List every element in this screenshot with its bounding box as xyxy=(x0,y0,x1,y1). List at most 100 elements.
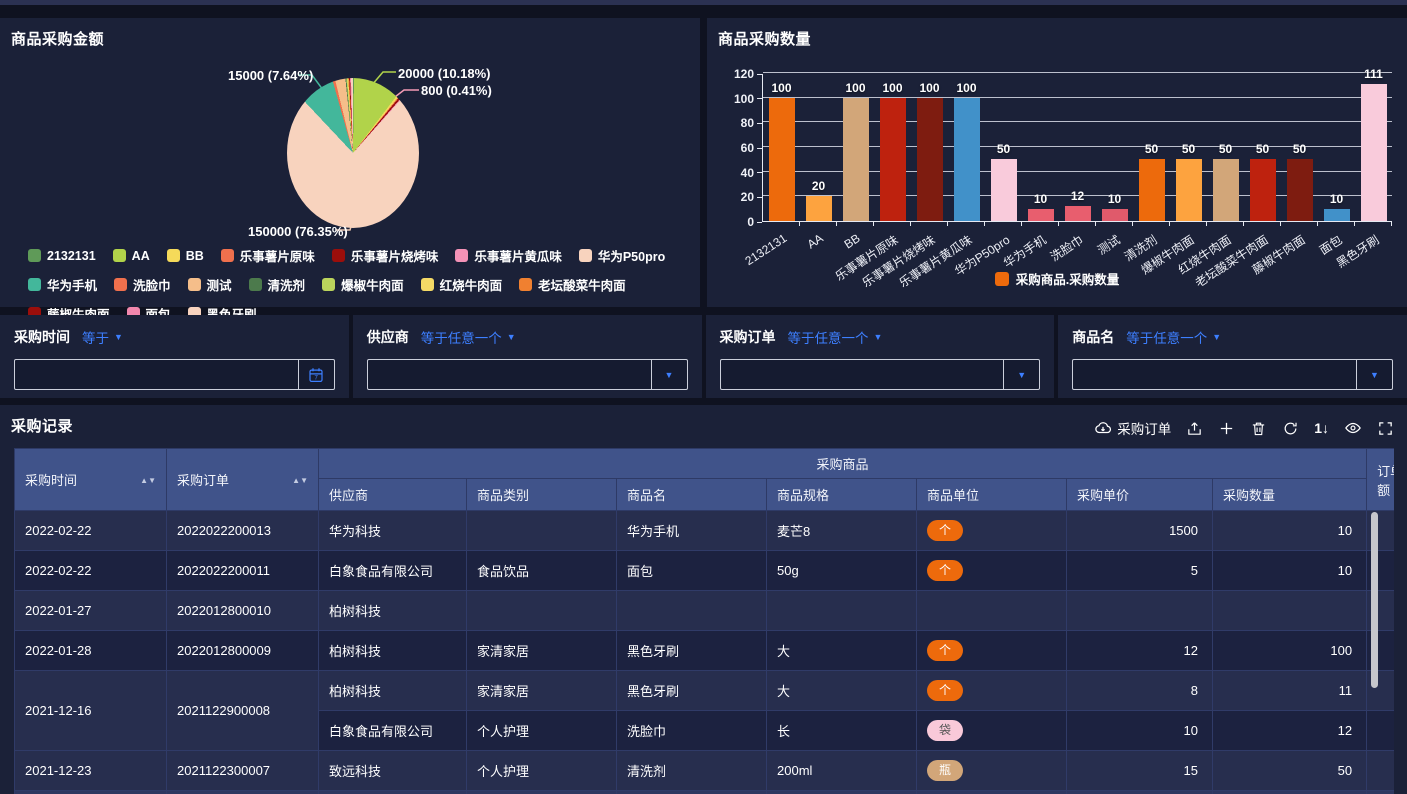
pie-legend-item[interactable]: AA xyxy=(112,246,150,265)
x-axis-label: AA xyxy=(805,231,827,252)
pie-legend-item[interactable]: 华为P50pro xyxy=(578,246,665,265)
table-row[interactable]: 2021-12-23 2021122300007 致远科技 个人护理 清洗剂 200ml 瓶… xyxy=(14,750,1394,791)
sub-column-header[interactable]: 商品单位 xyxy=(916,478,1067,511)
pie-legend-item[interactable]: 爆椒牛肉面 xyxy=(322,275,404,294)
pie-legend-item[interactable]: 洗脸巾 xyxy=(114,275,171,294)
sort-arrows-icon[interactable]: ▲▼ xyxy=(140,476,156,485)
refresh-button[interactable] xyxy=(1282,420,1299,437)
bar[interactable] xyxy=(1323,209,1350,221)
bar[interactable] xyxy=(1175,159,1202,221)
add-button[interactable] xyxy=(1218,420,1235,437)
bar[interactable] xyxy=(1286,159,1313,221)
filter-input-box: ▼ xyxy=(1072,359,1393,390)
sort-arrows-icon[interactable]: ▲▼ xyxy=(292,476,308,485)
pie-legend-item[interactable]: 乐事薯片原味 xyxy=(220,246,315,265)
pie-legend-item[interactable]: 老坛酸菜牛肉面 xyxy=(519,275,626,294)
bar-chart-panel: 商品采购数量 0 20 40 60 80 100 120 100 2132131 20 AA 100… xyxy=(707,18,1407,307)
delete-button[interactable] xyxy=(1250,420,1267,437)
cell-quantity: 12 xyxy=(1211,710,1368,751)
view-icon xyxy=(1344,419,1362,437)
pie-legend-label: 洗脸巾 xyxy=(133,279,171,293)
bar[interactable] xyxy=(1138,159,1165,221)
column-header-order[interactable]: 采购订单 ▲▼ xyxy=(166,448,319,511)
filter-operator-dropdown[interactable]: 等于任意一个 ▼ xyxy=(788,327,883,347)
bar[interactable] xyxy=(1064,206,1091,221)
bar-slot: 100 乐事薯片黄瓜味 xyxy=(897,74,985,290)
select-dropdown-button[interactable]: ▼ xyxy=(650,360,687,389)
pie-legend-item[interactable]: 乐事薯片黄瓜味 xyxy=(455,246,562,265)
table-row[interactable]: 2022-01-28 2022012800009 柏树科技 家清家居 黑色牙刷大个 12 1… xyxy=(14,630,1394,671)
pie-legend-item[interactable]: 2132131 xyxy=(28,246,96,265)
cell-purchase-time: 2021-12-23 xyxy=(14,750,167,791)
sub-column-header[interactable]: 商品规格 xyxy=(766,478,917,511)
filter-label: 供应商 xyxy=(366,329,409,345)
cell-category: 食品饮品 xyxy=(466,550,617,591)
table-toolbar: 采购订单 1↓ xyxy=(1094,418,1394,438)
table-row[interactable]: 2022-02-22 2022022200013 华为科技 华为手机 麦芒8 个 1500 1… xyxy=(14,510,1394,551)
bar[interactable] xyxy=(768,98,795,221)
bar[interactable] xyxy=(916,98,943,221)
add-icon xyxy=(1218,420,1235,437)
sort-button[interactable]: 1↓ xyxy=(1314,420,1329,436)
pie-legend-swatch xyxy=(455,249,469,262)
bar[interactable] xyxy=(1101,209,1128,221)
pie-legend-swatch xyxy=(112,249,126,262)
filter-operator-dropdown[interactable]: 等于任意一个 ▼ xyxy=(1126,327,1221,347)
sub-column-header[interactable]: 采购数量 xyxy=(1211,478,1368,511)
pie-legend-label: 测试 xyxy=(206,279,232,293)
bar[interactable] xyxy=(990,159,1017,221)
export-button[interactable] xyxy=(1186,420,1203,437)
refresh-icon xyxy=(1282,420,1299,437)
select-filter-input[interactable] xyxy=(367,360,651,389)
fullscreen-button[interactable] xyxy=(1377,420,1394,437)
bar[interactable] xyxy=(1360,84,1387,221)
filter-operator-dropdown[interactable]: 等于 ▼ xyxy=(82,327,123,347)
table-cell xyxy=(1066,790,1213,794)
cell-supplier: 柏树科技 xyxy=(318,590,467,631)
bar[interactable] xyxy=(879,98,906,221)
pie-chart[interactable] xyxy=(287,78,419,228)
table-row[interactable]: 2022-02-22 2022022200011 白象食品有限公司 食品饮品 面包 50g… xyxy=(14,550,1394,591)
pie-legend-item[interactable]: BB xyxy=(166,246,204,265)
table-row[interactable]: 2022-01-27 2022012800010 柏树科技 xyxy=(14,590,1394,631)
select-filter-input[interactable] xyxy=(1073,360,1356,389)
sub-column-header[interactable]: 商品名 xyxy=(616,478,767,511)
column-header-order-amount[interactable]: 订单金额 xyxy=(1366,448,1394,511)
cell-unit: 个 xyxy=(916,630,1067,671)
table-row[interactable]: 2021-12-16 2021122900008 柏树科技 家清家居 黑色牙刷大个 8 11 xyxy=(14,670,1394,751)
bar-legend-item[interactable]: 采购商品.采购数量 xyxy=(707,269,1407,288)
select-filter-input[interactable] xyxy=(720,360,1004,389)
cell-supplier: 华为科技 xyxy=(318,510,467,551)
calendar-icon[interactable]: 7 xyxy=(297,360,334,389)
bar[interactable] xyxy=(1212,159,1239,221)
bar[interactable] xyxy=(842,98,869,221)
bar[interactable] xyxy=(953,98,980,221)
bar[interactable] xyxy=(1027,209,1054,221)
date-filter-input[interactable] xyxy=(15,360,298,389)
sub-column-header[interactable]: 商品类别 xyxy=(466,478,617,511)
vertical-scrollbar-thumb[interactable] xyxy=(1371,512,1378,688)
view-button[interactable] xyxy=(1344,419,1362,437)
bar[interactable] xyxy=(1249,159,1276,221)
table-cell xyxy=(616,790,767,794)
purchase-order-button[interactable]: 采购订单 xyxy=(1094,418,1171,438)
pie-legend-item[interactable]: 华为手机 xyxy=(28,275,97,294)
sub-column-header[interactable]: 供应商 xyxy=(318,478,467,511)
pie-legend-item[interactable]: 乐事薯片烧烤味 xyxy=(331,246,438,265)
cell-order-amount xyxy=(1366,750,1394,791)
pie-legend-item[interactable]: 红烧牛肉面 xyxy=(420,275,502,294)
bar-legend-swatch xyxy=(994,271,1009,286)
table-title: 采购记录 xyxy=(11,418,74,435)
pie-legend-label: 乐事薯片原味 xyxy=(239,250,315,264)
pie-legend-item[interactable]: 清洗剂 xyxy=(248,275,305,294)
filter-input-box: ▼ xyxy=(366,359,688,390)
sub-column-header[interactable]: 采购单价 xyxy=(1066,478,1213,511)
cell-spec: 大 xyxy=(766,630,917,671)
bar[interactable] xyxy=(805,196,832,221)
select-dropdown-button[interactable]: ▼ xyxy=(1356,360,1392,389)
select-dropdown-button[interactable]: ▼ xyxy=(1003,360,1039,389)
column-header-time[interactable]: 采购时间 ▲▼ xyxy=(14,448,167,511)
filter-operator-dropdown[interactable]: 等于任意一个 ▼ xyxy=(421,327,516,347)
table-row[interactable]: 白象食品有限公司 个人护理 洗脸巾长袋 10 12 xyxy=(15,710,1394,751)
pie-legend-item[interactable]: 测试 xyxy=(187,275,232,294)
